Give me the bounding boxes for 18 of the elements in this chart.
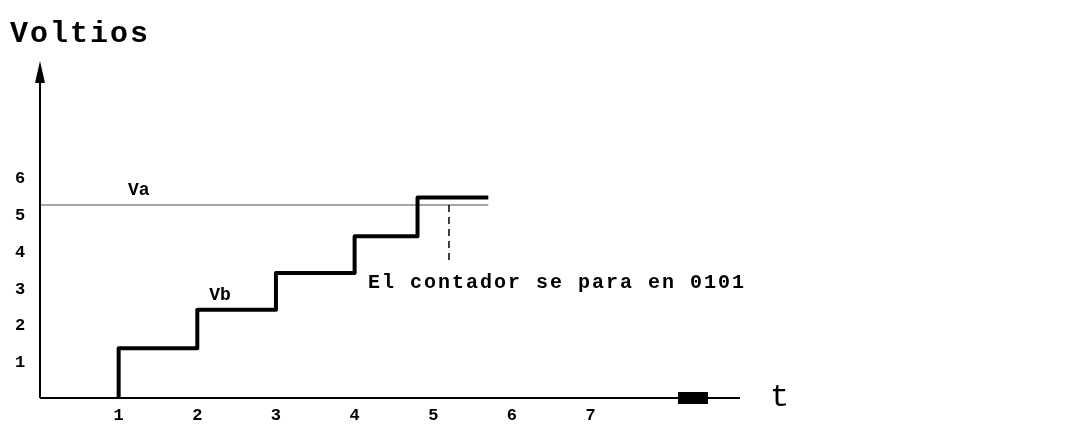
- ref-line-label: Va: [128, 179, 150, 200]
- y-axis-title: Voltios: [10, 17, 151, 51]
- y-tick-label: 4: [14, 242, 26, 262]
- annotation: El contador se para en 0101: [368, 271, 747, 294]
- x-tick-label: 1: [113, 406, 124, 424]
- x-tick-label: 3: [270, 406, 282, 424]
- series-label: Vb: [209, 284, 231, 305]
- y-tick-label: 1: [14, 353, 26, 373]
- x-tick-label: 7: [585, 406, 596, 424]
- x-tick-label: 6: [506, 406, 518, 424]
- y-tick-label: 2: [14, 316, 26, 336]
- x-tick-label: 5: [428, 406, 439, 424]
- y-tick-label: 6: [14, 169, 26, 189]
- x-tick-label: 4: [349, 406, 360, 424]
- x-tick-label: 2: [192, 406, 203, 424]
- x-axis-title: t: [770, 379, 790, 416]
- y-tick-label: 3: [14, 279, 26, 299]
- y-tick-label: 5: [14, 206, 26, 226]
